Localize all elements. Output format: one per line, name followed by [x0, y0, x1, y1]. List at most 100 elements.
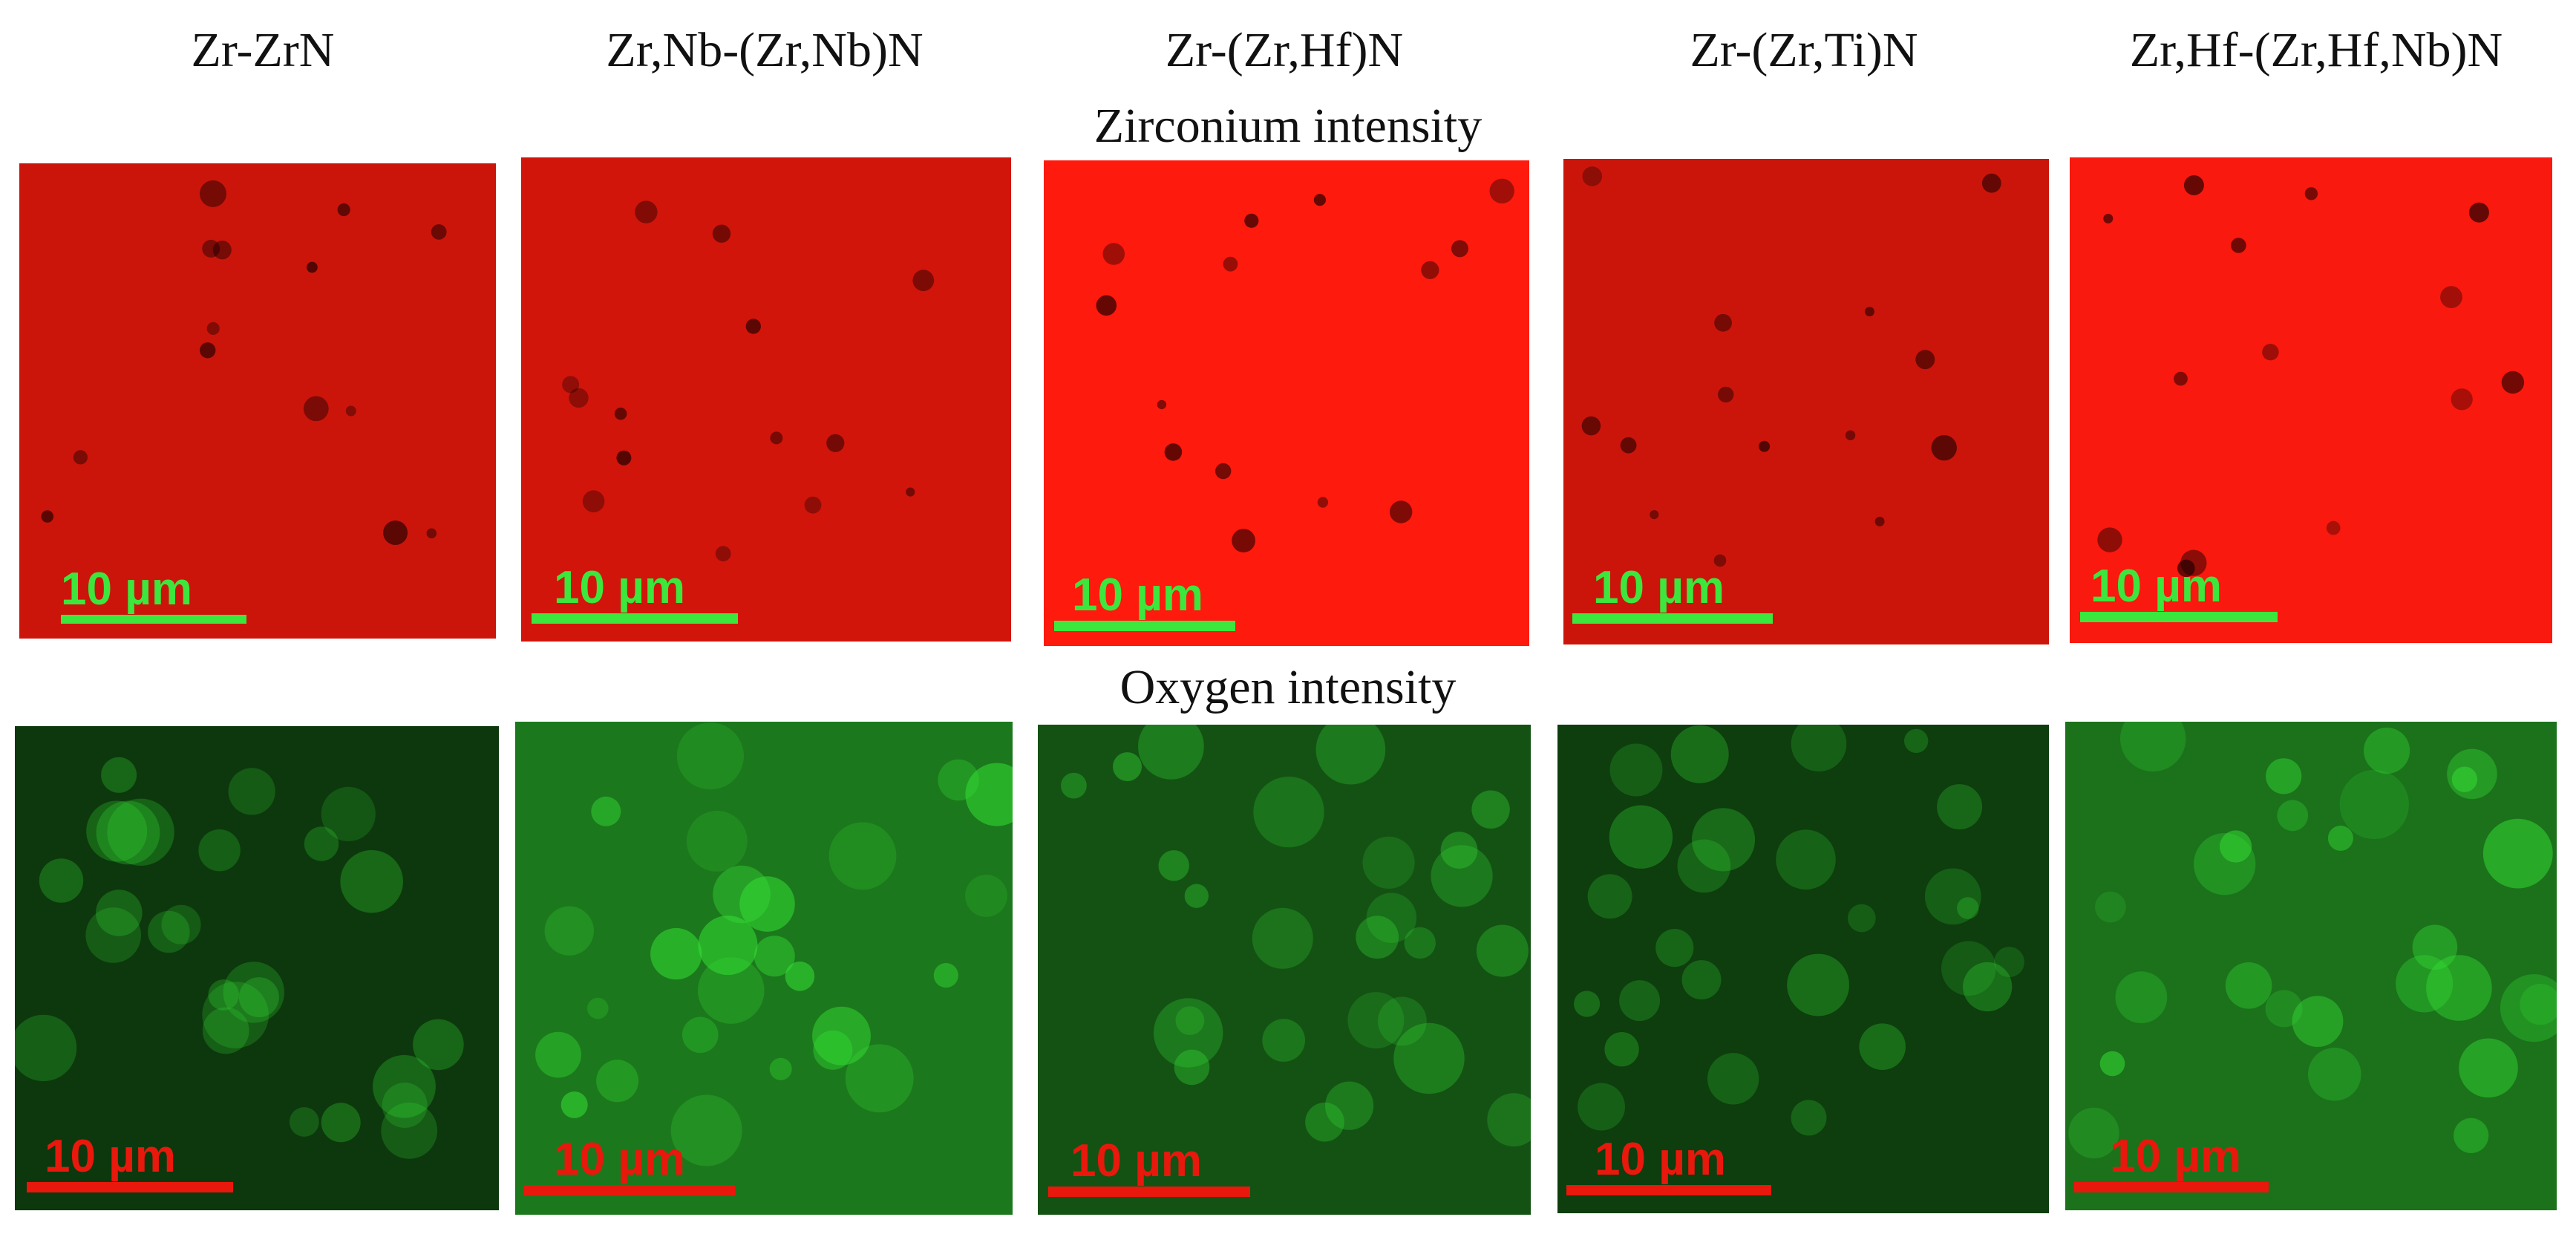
map-bright-spots: [1061, 725, 1531, 1147]
dark-spot: [1157, 399, 1167, 410]
dark-spot: [212, 241, 232, 260]
dark-spot: [1759, 440, 1771, 452]
column-title-zrhf: Zr-(Zr,Hf)N: [1165, 23, 1404, 77]
scale-bar-label: 10 µm: [1595, 1134, 1726, 1185]
dark-spot: [1390, 500, 1413, 523]
bright-spot: [1670, 725, 1729, 783]
dark-spot: [1931, 434, 1957, 461]
bright-spot: [560, 1091, 588, 1118]
dark-spot: [745, 319, 761, 334]
scale-bar: [524, 1185, 735, 1195]
dark-spot: [906, 487, 915, 497]
bright-spot: [1776, 829, 1836, 890]
bright-spot: [289, 1107, 319, 1137]
bright-spot: [1619, 980, 1661, 1022]
bright-spot: [1362, 836, 1415, 889]
bright-spot: [1574, 990, 1601, 1017]
bright-spot: [39, 858, 84, 903]
bright-spot: [101, 757, 137, 793]
map-dark-spots: [2097, 175, 2525, 578]
bright-spot: [1262, 1019, 1305, 1062]
bright-spot: [1707, 1053, 1759, 1105]
bright-spot: [812, 1006, 871, 1065]
oxygen-map-zrhfnb: 10 µm: [2065, 722, 2557, 1210]
bright-spot: [340, 849, 403, 913]
bright-spot: [1587, 874, 1632, 919]
bright-spot: [1404, 927, 1436, 959]
bright-spot: [15, 1014, 77, 1082]
bright-spot: [1061, 772, 1087, 799]
dark-spot: [1581, 416, 1601, 436]
scale-bar: [2080, 612, 2278, 622]
map-dark-spots: [1581, 166, 2001, 567]
bright-spot: [1609, 805, 1673, 869]
bright-spot: [845, 1044, 914, 1113]
map-background: [2070, 157, 2552, 643]
dark-spot: [912, 270, 935, 292]
bright-spot: [1378, 996, 1427, 1046]
bright-spot: [208, 979, 240, 1011]
bright-spot: [769, 1057, 792, 1080]
bright-spot: [676, 722, 744, 790]
dark-spot: [1096, 295, 1117, 316]
dark-spot: [303, 396, 329, 422]
bright-spot: [1347, 992, 1405, 1049]
bright-spot: [1963, 962, 2013, 1012]
bright-spot: [2500, 974, 2557, 1042]
scale-bar: [532, 613, 738, 624]
scale-bar-label: 10 µm: [554, 1134, 685, 1185]
bright-spot: [1113, 752, 1142, 782]
zirconium-map-zrnb: 10 µm: [521, 157, 1011, 642]
dark-spot: [2326, 520, 2341, 535]
bright-spot: [2451, 766, 2478, 792]
dark-spot: [200, 180, 226, 207]
dark-spot: [206, 322, 220, 335]
bright-spot: [535, 1031, 581, 1078]
bright-spot: [1253, 776, 1324, 848]
map-bright-spots: [535, 722, 1013, 1166]
dark-spot: [1223, 256, 1238, 272]
dark-spot: [1620, 437, 1637, 454]
dark-spot: [2501, 371, 2525, 394]
bright-spot: [2068, 1107, 2119, 1159]
dark-spot: [826, 434, 845, 452]
dark-spot: [1232, 529, 1255, 552]
dark-spot: [1981, 173, 2001, 193]
bright-spot: [2265, 990, 2303, 1028]
dark-spot: [582, 490, 605, 512]
oxygen-map-zrti: 10 µm: [1557, 725, 2049, 1213]
bright-spot: [2266, 758, 2302, 794]
scale-bar-label: 10 µm: [1070, 1135, 1202, 1187]
bright-spot: [1941, 941, 1996, 996]
zirconium-map-zr-zrn: 10 µm: [19, 163, 496, 639]
bright-spot: [698, 957, 765, 1024]
dark-spot: [1164, 443, 1183, 461]
bright-spot: [682, 1016, 719, 1054]
dark-spot: [1845, 430, 1856, 440]
dark-spot: [1874, 516, 1885, 526]
bright-spot: [202, 1007, 249, 1054]
oxygen-map-zrnb: 10 µm: [515, 722, 1013, 1215]
bright-spot: [382, 1083, 428, 1128]
bright-spot: [1924, 868, 1981, 925]
scale-bar-label: 10 µm: [2090, 561, 2222, 612]
bright-spot: [1431, 845, 1493, 907]
dark-spot: [1421, 261, 1439, 279]
map-dark-spots: [41, 180, 447, 545]
dark-spot: [2231, 238, 2246, 253]
bright-spot: [1691, 808, 1756, 872]
dark-spot: [383, 520, 408, 545]
dark-spot: [431, 224, 447, 240]
scale-bar-label: 10 µm: [1072, 569, 1203, 621]
bright-spot: [698, 915, 758, 976]
map-bright-spots: [1574, 725, 2024, 1136]
bright-spot: [2308, 1048, 2361, 1101]
column-title-zr-zrn: Zr-ZrN: [191, 23, 335, 77]
bright-spot: [1604, 1032, 1639, 1067]
bright-spot: [965, 763, 1013, 826]
bright-spot: [321, 786, 376, 841]
bright-spot: [2327, 825, 2353, 851]
oxygen-map-zrhf: 10 µm: [1038, 725, 1531, 1215]
dark-spot: [2440, 286, 2462, 308]
zirconium-map-zrhfnb: 10 µm: [2070, 157, 2552, 643]
